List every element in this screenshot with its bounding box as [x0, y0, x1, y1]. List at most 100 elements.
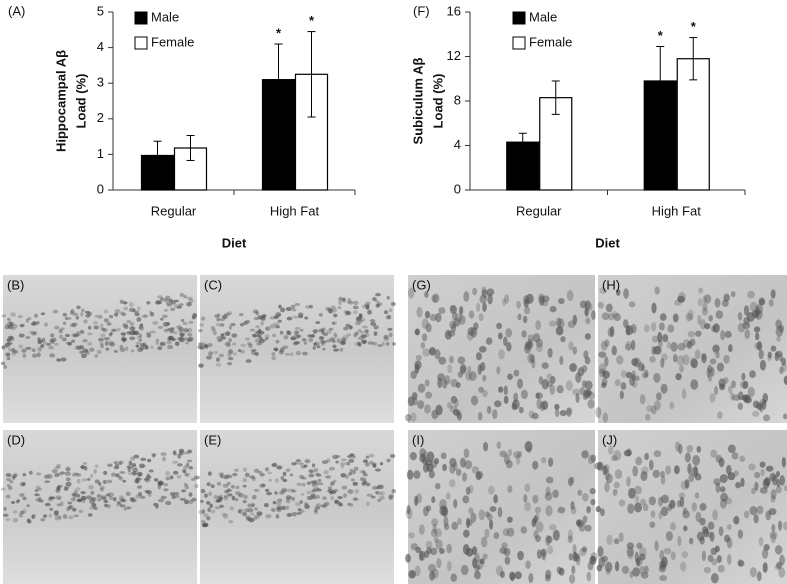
- cell: [578, 521, 586, 532]
- cell: [685, 312, 693, 322]
- cell: [285, 307, 292, 312]
- cell: [415, 328, 420, 336]
- cell: [130, 497, 136, 503]
- cell: [334, 499, 339, 503]
- cell: [388, 495, 393, 500]
- cell: [341, 337, 347, 343]
- cell: [169, 492, 176, 496]
- cell: [136, 335, 142, 339]
- cell: [472, 557, 478, 569]
- cell: [15, 500, 20, 504]
- cell: [598, 351, 607, 358]
- cell: [122, 332, 126, 338]
- cell: [56, 497, 62, 500]
- error-bar: [307, 31, 316, 118]
- cell: [652, 469, 660, 479]
- cell: [435, 539, 443, 550]
- cell: [5, 472, 11, 478]
- cell: [431, 496, 436, 504]
- cell: [174, 491, 180, 496]
- cell: [200, 316, 206, 321]
- cell: [106, 322, 112, 326]
- cell: [354, 489, 359, 494]
- cell: [431, 518, 439, 527]
- cell: [6, 483, 11, 488]
- cell: [472, 287, 478, 296]
- cell: [129, 496, 135, 502]
- cell: [604, 339, 610, 347]
- cell: [605, 473, 613, 484]
- cell: [307, 334, 313, 338]
- cell: [237, 349, 242, 353]
- cell: [764, 477, 771, 487]
- cell: [163, 308, 169, 312]
- cell: [595, 407, 602, 418]
- cell: [216, 495, 222, 499]
- cell: [473, 322, 479, 331]
- cell: [216, 336, 223, 340]
- cell: [555, 317, 562, 327]
- cell: [597, 301, 604, 309]
- cell: [72, 494, 78, 498]
- cell: [727, 444, 736, 454]
- cell: [100, 343, 104, 349]
- error-bar: [518, 132, 527, 152]
- cell: [206, 500, 211, 505]
- x-tick-label: Regular: [516, 203, 562, 218]
- cell: [749, 370, 756, 379]
- cell: [650, 321, 657, 332]
- cell: [312, 329, 318, 334]
- cell: [152, 453, 156, 458]
- cell: [387, 327, 393, 331]
- cell: [184, 472, 189, 477]
- cell: [341, 485, 348, 490]
- y-tick-label: 0: [97, 181, 104, 196]
- cell: [352, 482, 358, 487]
- legend-label: Male: [529, 9, 557, 24]
- cell: [349, 325, 353, 330]
- cell: [333, 313, 338, 318]
- cell: [252, 333, 257, 338]
- cell: [70, 309, 75, 314]
- cell: [604, 481, 610, 493]
- cell: [544, 491, 553, 501]
- cell: [731, 380, 736, 389]
- cell: [707, 521, 715, 530]
- cell: [428, 470, 435, 479]
- cell: [138, 338, 142, 342]
- cell: [280, 307, 286, 313]
- cell: [31, 322, 37, 326]
- cell: [446, 543, 452, 554]
- cell: [513, 451, 522, 459]
- cell: [203, 513, 209, 518]
- cell: [269, 316, 275, 320]
- cell: [541, 378, 549, 390]
- cell: [223, 475, 229, 480]
- cell: [506, 527, 515, 537]
- cell: [758, 298, 766, 306]
- cell: [256, 514, 261, 519]
- cell: [762, 414, 771, 422]
- cell: [714, 545, 720, 553]
- cell: [244, 508, 249, 513]
- cell: [120, 332, 127, 336]
- legend-label: Female: [529, 34, 572, 49]
- cell: [221, 314, 228, 319]
- cell: [705, 531, 713, 538]
- cell: [470, 395, 479, 406]
- cell: [329, 337, 336, 342]
- cell: [314, 479, 319, 484]
- cell: [131, 463, 137, 467]
- cell: [234, 497, 239, 502]
- cell: [173, 304, 180, 309]
- cell: [281, 488, 287, 493]
- y-tick-label: 4: [97, 39, 104, 54]
- cell: [50, 333, 55, 338]
- cell: [681, 388, 687, 400]
- cell: [572, 346, 578, 355]
- cell: [293, 489, 297, 493]
- cell: [601, 555, 608, 563]
- cell: [118, 460, 125, 464]
- cell: [453, 318, 461, 327]
- x-tick-label: High Fat: [270, 203, 320, 218]
